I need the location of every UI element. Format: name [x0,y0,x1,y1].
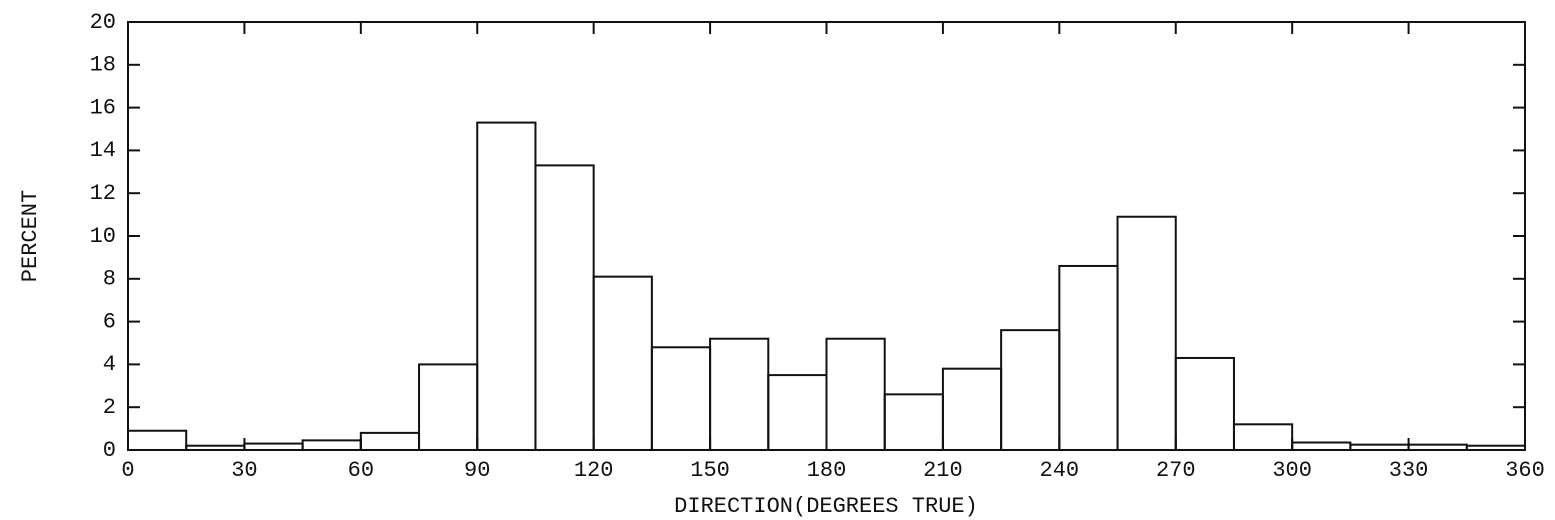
bar [359,431,421,452]
x-tick-label: 300 [1272,458,1312,483]
x-tick-label: 360 [1505,458,1545,483]
bar [1232,423,1294,452]
bar [650,346,712,451]
bar [418,363,479,451]
y-tick-label: 8 [103,267,116,292]
y-tick-label: 18 [90,53,116,78]
y-tick-label: 12 [90,181,116,206]
y-tick-label: 0 [103,438,116,463]
x-tick-label: 150 [690,458,730,483]
x-tick-label: 30 [231,458,257,483]
x-tick-label: 0 [121,458,134,483]
y-tick-label: 4 [103,352,116,377]
x-axis-label: DIRECTION(DEGREES TRUE) [674,494,978,519]
bar [1174,356,1235,452]
x-tick-label: 330 [1389,458,1429,483]
bar [941,367,1003,451]
bar [1291,441,1352,452]
bar [1058,264,1119,451]
x-tick-label: 120 [574,458,614,483]
bar [1000,329,1061,451]
bar [127,429,188,451]
x-tick-label: 210 [923,458,963,483]
y-tick-label: 20 [90,10,116,35]
y-tick-label: 2 [103,395,116,420]
x-tick-label: 240 [1040,458,1080,483]
y-tick-label: 6 [103,309,116,334]
bar [534,164,595,451]
bar [1116,215,1177,451]
bar [476,121,537,452]
bar [301,439,362,451]
bar [825,337,886,451]
y-tick-label: 14 [90,138,116,163]
bar [767,374,828,452]
x-tick-label: 180 [807,458,847,483]
y-tick-label: 16 [90,95,116,120]
x-tick-label: 270 [1156,458,1196,483]
bar [592,275,653,451]
y-tick-label: 10 [90,224,116,249]
y-axis-label: PERCENT [18,190,43,282]
x-tick-label: 90 [464,458,490,483]
bar [709,337,770,451]
x-tick-label: 60 [348,458,374,483]
bar [883,393,944,451]
